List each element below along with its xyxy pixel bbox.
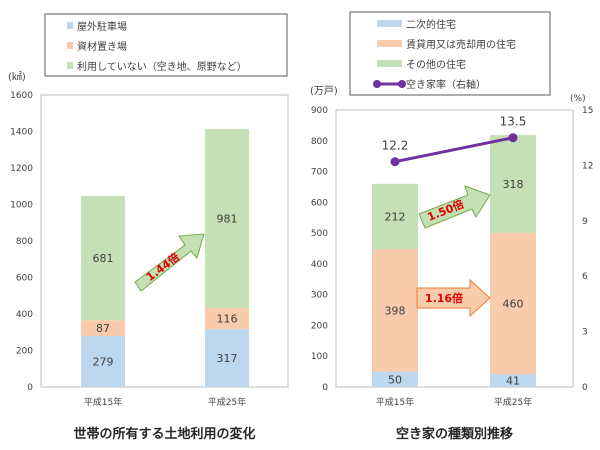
- legend: [349, 11, 551, 96]
- y-tick-label: 1200: [10, 164, 33, 174]
- legend-label: 二次的住宅: [406, 18, 456, 31]
- bar-segment: [81, 320, 125, 337]
- legend-label: 屋外駐車場: [77, 20, 127, 33]
- y-tick-label: 700: [311, 168, 328, 178]
- y-tick-label: 800: [311, 137, 328, 147]
- data-label: 116: [217, 313, 238, 326]
- y-axis-label: (万戸): [310, 85, 338, 97]
- y2-tick-label: 12: [582, 161, 593, 171]
- y2-axis-label: (%): [570, 94, 586, 104]
- legend-label: その他の住宅: [406, 58, 466, 71]
- data-label: 681: [93, 252, 114, 265]
- y-tick-label: 0: [27, 383, 33, 393]
- bar-segment: [205, 128, 249, 308]
- vacancy-rate-line: [394, 136, 514, 164]
- bar-segment: [81, 195, 125, 321]
- y-tick-label: 200: [311, 321, 328, 331]
- y-tick-label: 1600: [10, 91, 33, 101]
- data-label: 317: [217, 352, 238, 365]
- y-tick-label: 100: [311, 352, 328, 362]
- y-tick-label: 1400: [10, 128, 33, 138]
- data-label: 460: [503, 298, 524, 311]
- legend-swatch: [377, 20, 402, 27]
- data-label: 212: [385, 210, 406, 223]
- legend-swatch: [377, 40, 402, 47]
- data-label: 981: [217, 212, 238, 225]
- y2-tick-label: 0: [582, 383, 588, 393]
- arrow-shape: [134, 233, 205, 292]
- data-label: 398: [385, 304, 406, 317]
- line-data-label: 13.5: [500, 115, 527, 129]
- y-tick-label: 400: [311, 260, 328, 270]
- data-label: 279: [93, 356, 114, 369]
- bar-segment: [490, 374, 536, 387]
- arrow-shape: [418, 185, 491, 229]
- y-tick-label: 1000: [10, 201, 33, 211]
- arrow-shape: [416, 278, 491, 318]
- y-tick-label: 900: [311, 106, 328, 116]
- bar-segment: [490, 232, 536, 375]
- data-label: 318: [503, 178, 524, 191]
- y-tick-label: 400: [16, 310, 33, 320]
- legend-label: 賃貸用又は売却用の住宅: [406, 38, 516, 51]
- line-point: [508, 133, 518, 143]
- bar-segment: [372, 371, 418, 387]
- data-label: 87: [96, 322, 110, 335]
- chart-title: 空き家の種類別推移: [396, 426, 513, 442]
- legend-swatch: [377, 60, 402, 67]
- y-tick-label: 600: [311, 198, 328, 208]
- bar-segment: [205, 329, 249, 387]
- legend-swatch: [67, 42, 73, 49]
- bar-segment: [490, 134, 536, 233]
- legend-label: 利用していない（空き地、原野など）: [77, 60, 247, 73]
- line-point: [390, 157, 400, 167]
- y-tick-label: 600: [16, 274, 33, 284]
- y-tick-label: 200: [16, 347, 33, 357]
- bar-segment: [205, 307, 249, 330]
- x-tick-label: 平成25年: [208, 396, 246, 408]
- y-tick-label: 500: [311, 229, 328, 239]
- y2-tick-label: 15: [582, 106, 593, 116]
- data-label: 41: [506, 375, 520, 388]
- x-tick-label: 平成15年: [376, 396, 414, 408]
- y-tick-label: 300: [311, 291, 328, 301]
- ratio-annotation: 1.16倍: [425, 291, 463, 305]
- y-tick-label: 800: [16, 237, 33, 247]
- ratio-annotation: 1.44倍: [143, 250, 182, 284]
- bar-segment: [372, 249, 418, 372]
- line-data-label: 12.2: [382, 139, 409, 153]
- bar-segment: [372, 183, 418, 250]
- legend-swatch: [67, 62, 73, 69]
- y2-tick-label: 9: [582, 217, 588, 227]
- y2-tick-label: 3: [582, 328, 588, 338]
- legend-label: 空き家率（右軸）: [406, 78, 486, 91]
- plot-area: [40, 94, 289, 388]
- legend: [44, 13, 288, 77]
- x-tick-label: 平成25年: [494, 396, 532, 408]
- y2-tick-label: 6: [582, 272, 588, 282]
- y-axis-label: (㎢): [8, 71, 26, 83]
- x-tick-label: 平成15年: [84, 396, 122, 408]
- legend-label: 資材置き場: [77, 40, 127, 53]
- legend-swatch: [67, 22, 73, 29]
- data-label: 50: [388, 373, 402, 386]
- bar-segment: [81, 336, 125, 387]
- chart-title: 世帯の所有する土地利用の変化: [73, 426, 255, 442]
- plot-area: [335, 109, 574, 388]
- y-tick-label: 0: [322, 383, 328, 393]
